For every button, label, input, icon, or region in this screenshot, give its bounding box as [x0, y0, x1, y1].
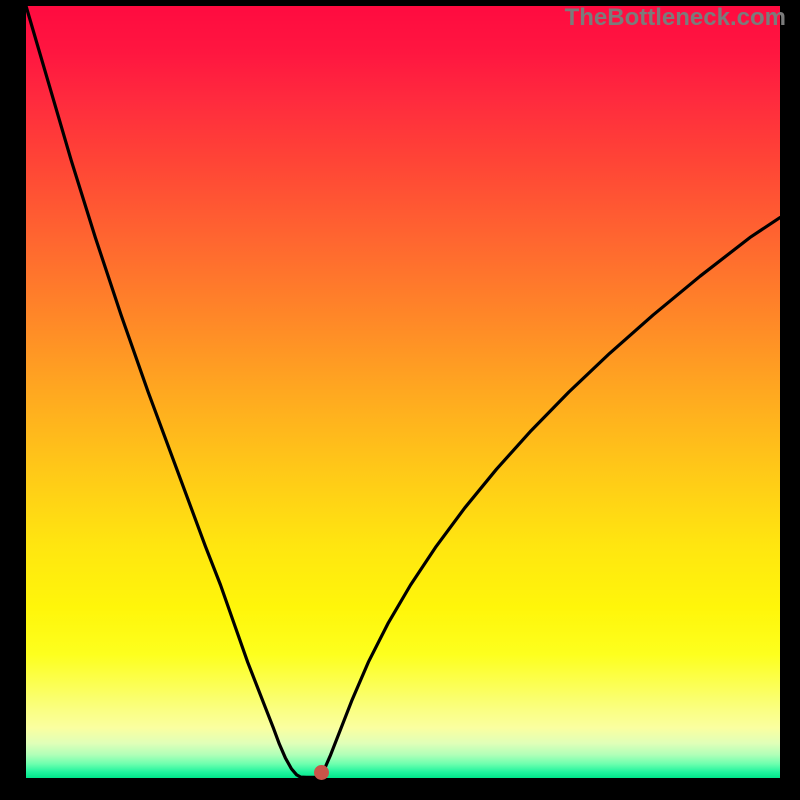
- bottleneck-curve: [26, 6, 780, 777]
- curve-layer: [0, 0, 800, 800]
- bottleneck-chart: TheBottleneck.com: [0, 0, 800, 800]
- watermark-text: TheBottleneck.com: [565, 4, 786, 32]
